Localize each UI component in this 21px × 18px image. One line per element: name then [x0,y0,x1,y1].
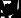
Polygon shape [7,11,9,13]
Polygon shape [13,6,16,7]
Polygon shape [13,4,15,6]
Text: 13: 13 [14,0,21,18]
Text: 11: 11 [9,0,21,18]
Text: 20A: 20A [8,0,21,18]
Polygon shape [5,7,8,8]
Polygon shape [6,5,8,7]
Text: 20: 20 [7,0,21,18]
Text: 10A: 10A [0,0,10,18]
Polygon shape [8,10,9,11]
Text: 15: 15 [15,0,21,18]
Ellipse shape [10,11,12,12]
Text: 14: 14 [15,0,21,18]
Text: 12: 12 [6,0,21,18]
Polygon shape [7,7,8,8]
Polygon shape [13,8,15,9]
